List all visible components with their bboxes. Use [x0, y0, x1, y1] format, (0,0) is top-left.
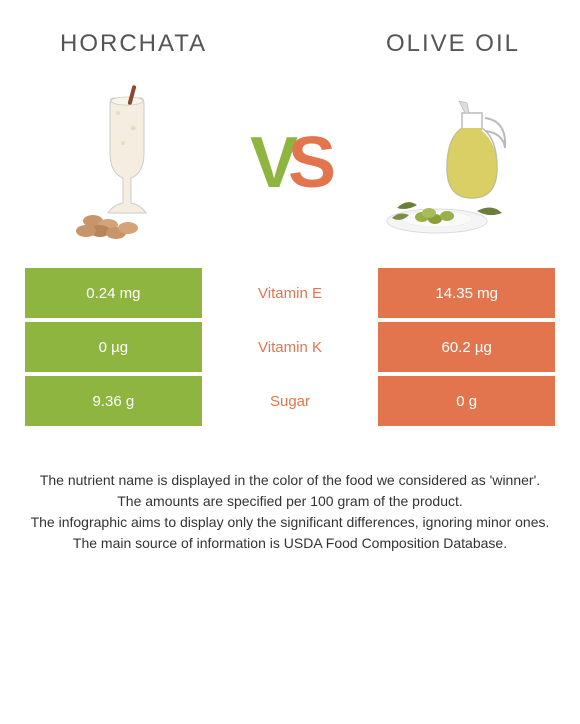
left-value: 0.24 mg [25, 268, 202, 318]
table-row: 0.24 mg Vitamin E 14.35 mg [25, 268, 555, 318]
nutrient-label: Sugar [202, 376, 379, 426]
left-value: 9.36 g [25, 376, 202, 426]
vs-s: S [288, 122, 330, 204]
title-right: Olive oil [386, 30, 520, 58]
right-value: 0 g [378, 376, 555, 426]
olive-oil-image [377, 83, 527, 243]
right-value: 14.35 mg [378, 268, 555, 318]
nutrient-label: Vitamin K [202, 322, 379, 372]
footer-line: The amounts are specified per 100 gram o… [30, 491, 550, 512]
table-row: 0 µg Vitamin K 60.2 µg [25, 322, 555, 372]
comparison-table: 0.24 mg Vitamin E 14.35 mg 0 µg Vitamin … [0, 268, 580, 426]
left-value: 0 µg [25, 322, 202, 372]
footer-line: The nutrient name is displayed in the co… [30, 470, 550, 491]
footer-notes: The nutrient name is displayed in the co… [0, 430, 580, 574]
nutrient-label: Vitamin E [202, 268, 379, 318]
horchata-image [53, 83, 203, 243]
table-row: 9.36 g Sugar 0 g [25, 376, 555, 426]
title-left: Horchata [60, 30, 207, 58]
footer-line: The infographic aims to display only the… [30, 512, 550, 533]
right-value: 60.2 µg [378, 322, 555, 372]
vs-label: V S [250, 122, 330, 204]
vs-v: V [250, 122, 292, 204]
footer-line: The main source of information is USDA F… [30, 533, 550, 554]
